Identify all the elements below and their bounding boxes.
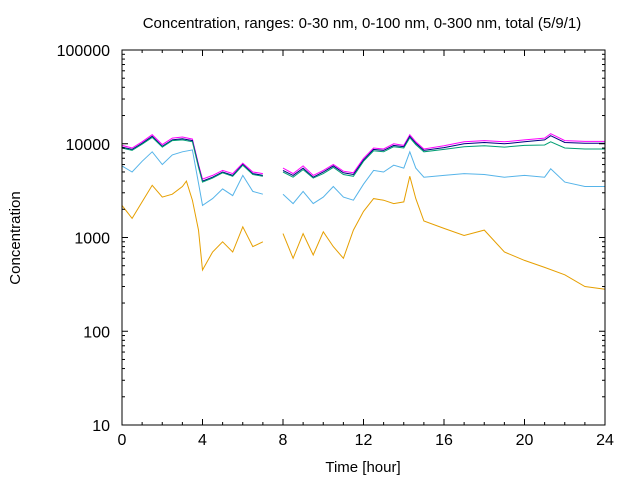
y-tick-label: 10 <box>92 418 110 435</box>
series-line-1 <box>121 133 605 180</box>
y-tick-label: 100000 <box>57 43 110 60</box>
plot-frame <box>121 49 606 426</box>
x-tick-label: 24 <box>596 432 614 449</box>
x-tick-label: 8 <box>279 432 288 449</box>
x-tick-label: 12 <box>355 432 373 449</box>
x-tick-label: 20 <box>516 432 534 449</box>
x-axis-label: Time [hour] <box>325 459 400 476</box>
x-tick-label: 4 <box>198 432 207 449</box>
y-tick-label: 1000 <box>74 231 110 248</box>
y-axis-label: Concentration <box>7 191 24 284</box>
series-line-3 <box>121 136 605 183</box>
x-tick-label: 0 <box>118 432 127 449</box>
series-line-5 <box>121 176 606 290</box>
y-tick-label: 10000 <box>66 137 111 154</box>
y-tick-label: 100 <box>83 324 110 341</box>
chart-title: Concentration, ranges: 0-30 nm, 0-100 nm… <box>143 15 582 32</box>
x-tick-label: 16 <box>435 432 453 449</box>
series-line-4 <box>121 149 605 207</box>
